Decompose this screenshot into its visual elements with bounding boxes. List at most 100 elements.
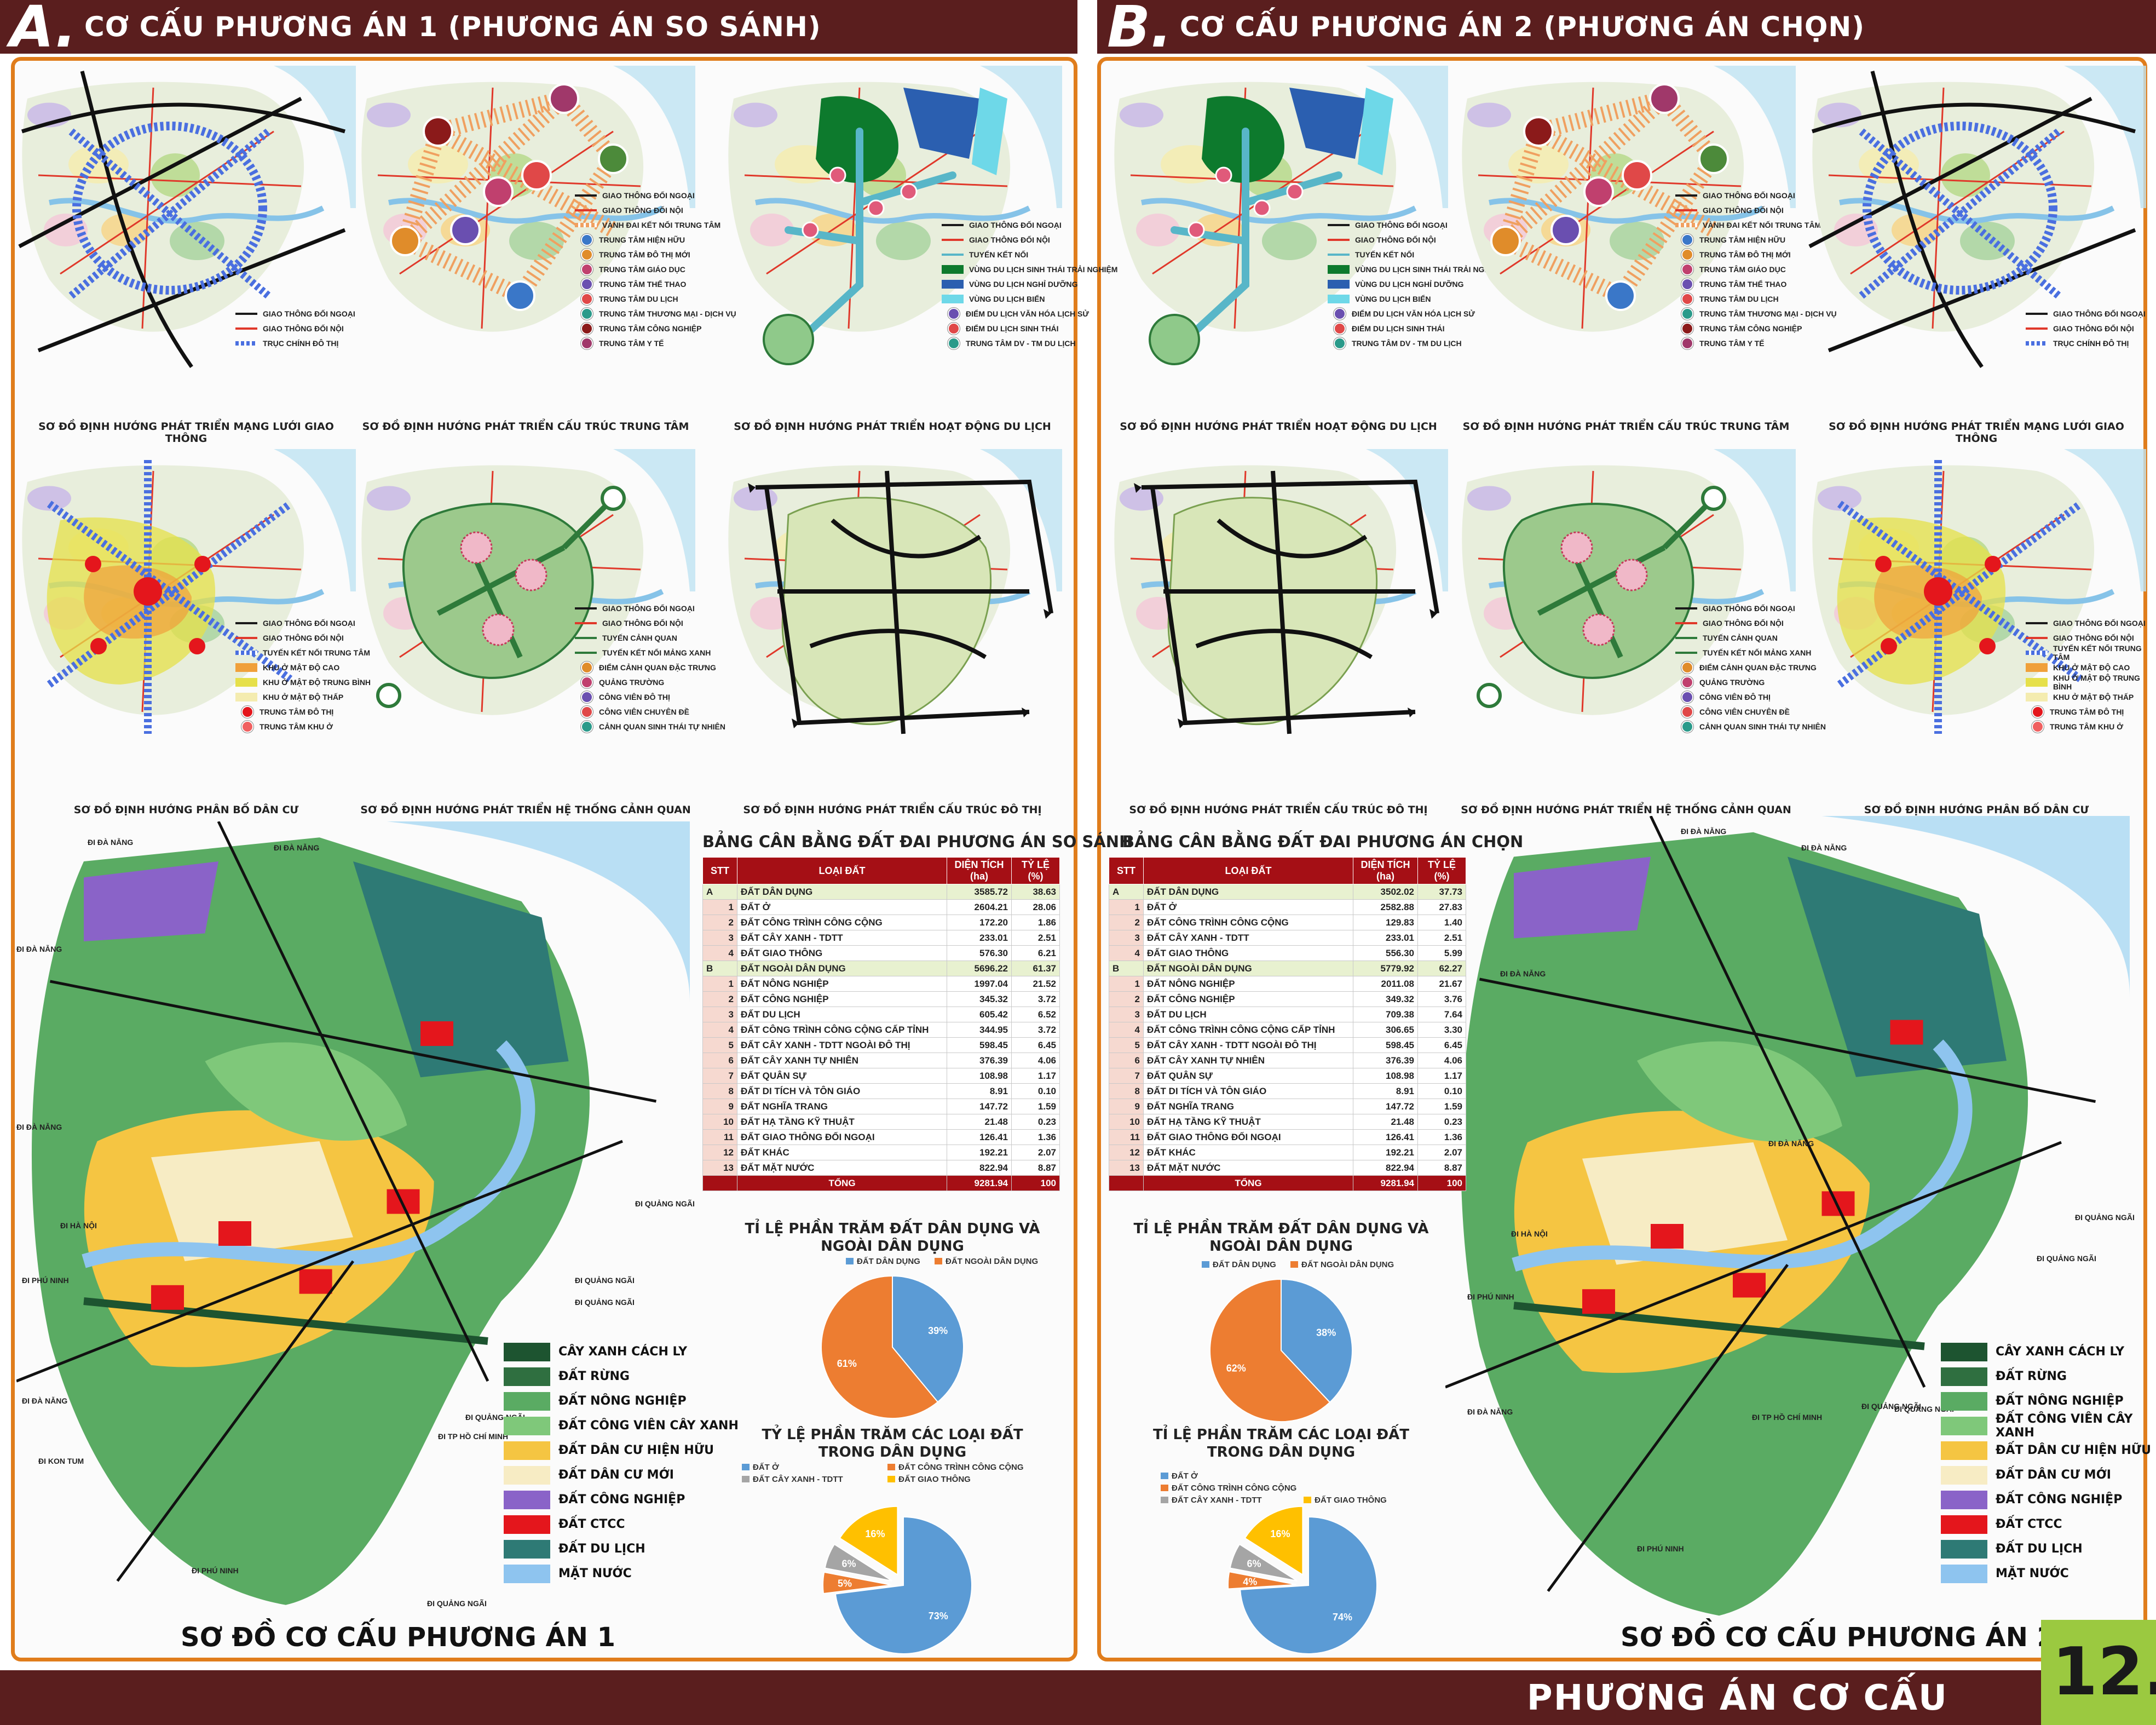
zone-patch <box>876 222 931 260</box>
big-legend-swatch <box>1941 1441 1987 1460</box>
legend-swatch <box>1675 209 1697 211</box>
legend-label: TUYẾN KẾT NỐI TRUNG TÂM <box>263 648 370 657</box>
header-a: A. CƠ CẤU PHƯƠNG ÁN 1 (PHƯƠNG ÁN SO SÁNH… <box>0 0 1077 55</box>
table-cell: 4 <box>1109 1022 1144 1038</box>
legend-label: TUYẾN KẾT NỐI <box>969 250 1029 259</box>
axis-arrow <box>748 483 756 493</box>
direction-label: ĐI QUẢNG NGÃI <box>575 1298 635 1307</box>
center-icon <box>1698 143 1729 174</box>
table-cell: ĐẤT NÔNG NGHIỆP <box>1143 976 1353 992</box>
page-number: 12. <box>2052 1634 2156 1710</box>
table-cell: 7 <box>1109 1068 1144 1084</box>
pie-a1-legend-0: ĐẤT DÂN DỤNG <box>857 1256 920 1266</box>
table-header-cell: STT <box>702 857 737 884</box>
legend-row: TUYẾN KẾT NỐI TRUNG TÂM <box>235 645 371 660</box>
legend-label: TRUNG TÂM ĐÔ THỊ <box>2050 707 2124 716</box>
legend-row: GIAO THÔNG ĐỐI NGOẠI <box>2026 616 2156 630</box>
table-cell: 0.10 <box>1011 1083 1060 1099</box>
plaza <box>1615 559 1648 591</box>
table-cell: ĐẤT DU LỊCH <box>1143 1007 1353 1022</box>
eco-point <box>1149 314 1200 365</box>
legend-label: TRUNG TÂM CÔNG NGHIỆP <box>1699 324 1802 333</box>
legend-marker <box>581 248 593 261</box>
legend-marker <box>1681 705 1693 718</box>
small-map-a-4 <box>356 449 695 756</box>
table-row: 12 ĐẤT KHÁC 192.21 2.07 <box>1109 1145 1466 1160</box>
external-roads <box>1808 71 2136 369</box>
big-legend-label: ĐẤT DU LỊCH <box>1996 1542 2083 1556</box>
legend-label: TRUNG TÂM THƯƠNG MẠI - DỊCH VỤ <box>1699 309 1837 318</box>
table-total-row: TỔNG 9281.94 100 <box>702 1175 1060 1191</box>
urban-center <box>134 577 162 606</box>
small-map-caption: SƠ ĐỒ ĐỊNH HƯỚNG PHÁT TRIỂN MẠNG LƯỚI GI… <box>38 421 334 445</box>
urban-center <box>194 556 211 572</box>
legend-swatch <box>235 650 257 655</box>
legend-row: VÙNG DU LỊCH BIỂN <box>1328 291 1503 306</box>
table-cell: 8.87 <box>1011 1160 1060 1176</box>
legend-row: KHU Ở MẬT ĐỘ THẤP <box>235 689 371 704</box>
industrial-zone <box>1514 856 1651 939</box>
legend-label: TRUNG TÂM KHU Ở <box>2050 722 2124 731</box>
legend-swatch <box>235 663 257 672</box>
legend-label: TRUNG TÂM THỂ THAO <box>1699 279 1787 289</box>
legend-swatch <box>2026 312 2048 315</box>
direction-label: ĐI ĐÀ NẴNG <box>1768 1139 1814 1148</box>
table-cell: 38.63 <box>1011 884 1060 900</box>
industrial-zone <box>84 861 218 941</box>
center-icon <box>1523 116 1554 147</box>
legend-label: TRUNG TÂM DU LỊCH <box>1699 294 1779 303</box>
legend-swatch <box>235 692 257 702</box>
big-legend-row: ĐẤT CÔNG VIÊN CÂY XANH <box>504 1413 739 1438</box>
table-cell: 108.98 <box>1353 1068 1418 1084</box>
legend-row: QUẢNG TRƯỜNG <box>1675 675 1826 689</box>
center-icon <box>1622 160 1652 191</box>
small-map-legend: GIAO THÔNG ĐỐI NGOẠI GIAO THÔNG ĐỐI NỘI VÀ… <box>1675 188 1837 350</box>
big-legend-swatch <box>1941 1465 1987 1485</box>
pie-a2: 73% 5% 6% 16% <box>822 1505 972 1654</box>
big-legend-row: MẶT NƯỚC <box>504 1561 739 1586</box>
pie-data-label: 16% <box>1270 1528 1290 1539</box>
plaza <box>1560 531 1593 564</box>
table-cell: 2 <box>1109 915 1144 930</box>
legend-marker <box>1681 676 1693 688</box>
legend-swatch <box>942 294 964 303</box>
legend-row: TRUNG TÂM Y TẾ <box>575 336 736 350</box>
pie-a1-legend: ĐẤT DÂN DỤNG ĐẤT NGOÀI DÂN DỤNG <box>846 1255 1050 1267</box>
big-map-b <box>1445 816 2130 1632</box>
small-map-b-2 <box>1807 66 2146 372</box>
legend-marker <box>581 278 593 290</box>
big-legend-swatch <box>1941 1539 1987 1559</box>
pie-b2-legend-2: ĐẤT CÂY XANH - TDTT <box>1172 1495 1262 1505</box>
legend-label: CẢNH QUAN SINH THÁI TỰ NHIÊN <box>599 722 725 731</box>
big-legend-swatch <box>504 1342 550 1361</box>
table-row: 10 ĐẤT HẠ TẦNG KỸ THUẬT 21.48 0.23 <box>702 1114 1060 1130</box>
legend-marker <box>1681 337 1693 349</box>
table-cell: 1.59 <box>1011 1099 1060 1114</box>
table-cell: 3585.72 <box>947 884 1012 900</box>
big-legend-label: ĐẤT DÂN CƯ HIỆN HỮU <box>558 1444 714 1457</box>
direction-label: ĐI ĐÀ NẴNG <box>88 838 134 847</box>
pie-slice <box>821 1275 939 1419</box>
center-icon <box>598 143 629 174</box>
legend-label: ĐIỂM CẢNH QUAN ĐẶC TRƯNG <box>1699 663 1817 672</box>
legend-row: TRUNG TÂM HIỆN HỮU <box>575 232 736 247</box>
table-cell: 0.10 <box>1417 1083 1466 1099</box>
table-row: 7 ĐẤT QUÂN SỰ 108.98 1.17 <box>1109 1068 1466 1084</box>
legend-swatch <box>942 238 964 241</box>
legend-row: GIAO THÔNG ĐỐI NGOẠI <box>1328 217 1503 232</box>
table-row: 11 ĐẤT GIAO THÔNG ĐỐI NGOẠI 126.41 1.36 <box>1109 1129 1466 1145</box>
big-legend-row: ĐẤT DÂN CƯ MỚI <box>504 1463 739 1487</box>
main-axis-ring <box>1863 122 2057 295</box>
table-cell: 192.21 <box>1353 1145 1418 1160</box>
zone-patch <box>1610 222 1664 260</box>
legend-marker <box>581 691 593 703</box>
legend-row: TRUNG TÂM THỂ THAO <box>1675 277 1837 291</box>
big-legend-label: ĐẤT DÂN CƯ MỚI <box>1996 1468 2111 1482</box>
direction-label: ĐI ĐÀ NẴNG <box>1467 1407 1513 1416</box>
legend-label: CẢNH QUAN SINH THÁI TỰ NHIÊN <box>1699 722 1826 731</box>
legend-row: TRUNG TÂM GIÁO DỤC <box>575 262 736 277</box>
pie-slice <box>822 1571 892 1595</box>
axis-arrow <box>1044 609 1051 619</box>
pie-slice <box>1240 1516 1377 1654</box>
public-facility-block <box>218 1221 251 1246</box>
